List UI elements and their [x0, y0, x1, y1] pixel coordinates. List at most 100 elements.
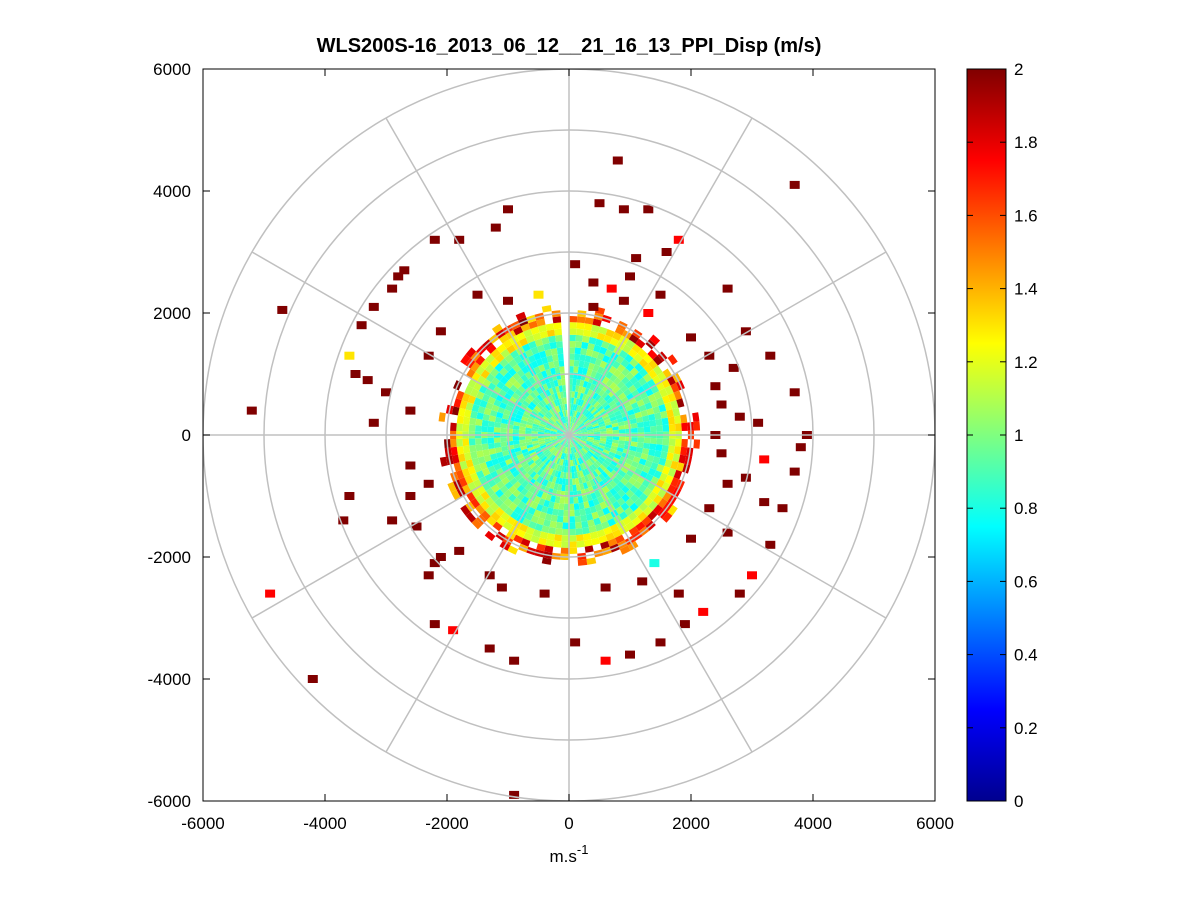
edge-cell — [450, 446, 458, 456]
edge-cell — [460, 504, 471, 516]
field-cell — [608, 463, 616, 470]
field-cell — [563, 416, 567, 423]
field-cell — [490, 348, 501, 359]
field-cell — [593, 517, 602, 526]
field-cell — [605, 328, 615, 338]
field-cell — [499, 376, 509, 385]
scatter-cell — [795, 443, 806, 452]
field-cell — [543, 362, 550, 371]
field-cell — [584, 507, 592, 515]
field-cell — [612, 331, 622, 341]
field-cell — [598, 326, 608, 335]
field-cell — [578, 413, 584, 420]
field-cell — [563, 510, 569, 517]
field-cell — [541, 336, 550, 345]
field-cell — [592, 364, 600, 372]
field-cell — [562, 472, 567, 479]
field-cell — [575, 379, 581, 386]
field-cell — [554, 406, 559, 413]
edge-cell — [652, 504, 663, 515]
field-cell — [608, 365, 617, 375]
field-cell — [523, 409, 531, 416]
field-cell — [561, 535, 569, 542]
field-cell — [572, 439, 578, 446]
field-cell — [519, 393, 528, 401]
y-tick-label: -2000 — [148, 548, 191, 567]
field-cell — [573, 438, 579, 444]
field-cell — [560, 410, 564, 418]
scatter-cell — [612, 156, 623, 165]
field-cell — [532, 381, 540, 390]
field-cell — [512, 363, 522, 373]
field-cell — [544, 427, 552, 431]
field-cell — [557, 430, 564, 434]
field-cell — [529, 413, 537, 419]
field-cell — [501, 465, 510, 473]
field-cell — [493, 437, 501, 443]
field-cell — [556, 464, 561, 472]
field-cell — [542, 383, 549, 391]
field-cell — [501, 418, 509, 425]
scatter-cell — [405, 492, 416, 500]
field-cell — [555, 420, 561, 426]
field-cell — [548, 445, 555, 451]
field-cell — [576, 444, 582, 451]
field-cell — [510, 349, 520, 359]
field-cell — [489, 453, 498, 461]
scatter-cell — [381, 388, 391, 397]
edge-cell — [536, 543, 546, 552]
field-cell — [618, 436, 626, 441]
field-cell — [582, 495, 589, 503]
field-cell — [595, 475, 603, 483]
edge-cell — [453, 462, 462, 472]
field-cell — [542, 479, 549, 487]
field-cell — [590, 492, 598, 500]
field-cell — [673, 415, 682, 424]
field-cell — [554, 450, 560, 457]
field-cell — [481, 437, 488, 445]
field-cell — [575, 432, 582, 435]
scatter-cell — [673, 235, 684, 244]
field-cell — [479, 399, 488, 408]
scatter-cell — [356, 321, 367, 330]
field-cell — [488, 448, 497, 455]
field-cell — [618, 349, 628, 359]
field-cell — [598, 389, 606, 397]
field-cell — [543, 432, 551, 435]
field-cell — [533, 509, 542, 518]
field-cell — [525, 438, 532, 443]
field-cell — [529, 451, 537, 457]
field-cell — [549, 446, 556, 452]
field-cell — [525, 436, 532, 440]
field-cell — [499, 402, 508, 410]
field-cell — [527, 394, 535, 402]
field-cell — [578, 502, 585, 510]
field-cell — [531, 425, 539, 430]
field-cell — [674, 423, 682, 432]
field-cell — [620, 384, 629, 393]
field-cell — [593, 462, 600, 469]
field-cell — [464, 409, 472, 418]
field-cell — [502, 339, 513, 349]
field-cell — [580, 449, 586, 456]
field-cell — [555, 334, 563, 342]
scatter-cell — [618, 296, 629, 305]
field-cell — [512, 440, 520, 445]
field-cell — [534, 405, 542, 412]
field-cell — [561, 397, 565, 405]
field-cell — [542, 406, 549, 413]
field-cell — [482, 413, 490, 421]
field-cell — [580, 429, 588, 432]
field-cell — [512, 403, 521, 411]
field-cell — [562, 384, 566, 392]
field-cell — [642, 396, 651, 405]
field-cell — [614, 453, 622, 460]
field-cell — [456, 446, 465, 455]
field-cell — [573, 438, 580, 443]
field-cell — [585, 442, 593, 446]
field-cell — [559, 497, 565, 504]
edge-cell — [451, 454, 460, 464]
field-cell — [507, 462, 515, 470]
field-cell — [608, 451, 616, 457]
field-cell — [575, 404, 580, 412]
